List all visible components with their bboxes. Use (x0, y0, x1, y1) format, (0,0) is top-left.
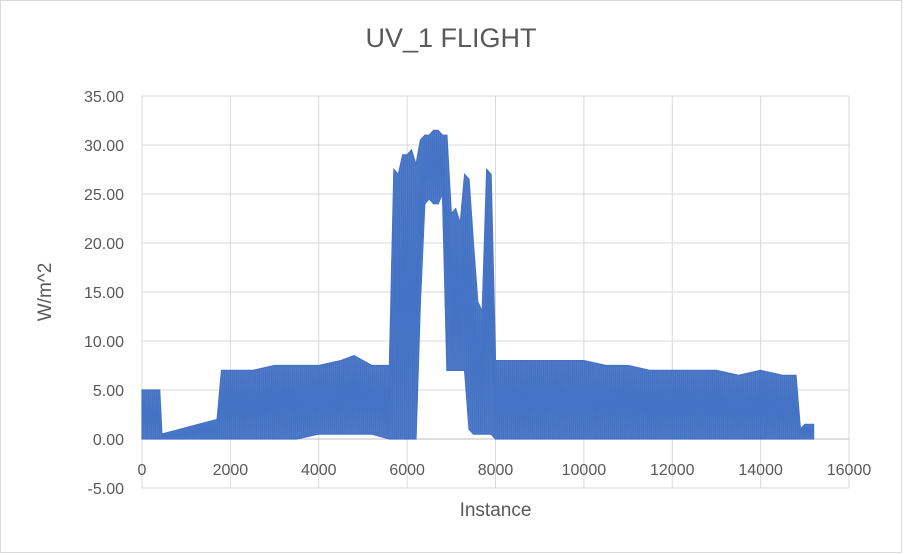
y-axis-ticks: -5.00 0.00 5.00 10.00 15.00 20.00 25.00 30.00 35… (84, 89, 124, 498)
series-line (141, 130, 814, 440)
x-tick-label: 2000 (213, 462, 249, 479)
x-tick-label: 16000 (827, 462, 872, 479)
y-axis-label: W/m^2 (35, 263, 56, 322)
x-tick-label: 12000 (650, 462, 695, 479)
x-tick-label: 0 (138, 462, 147, 479)
x-tick-label: 10000 (562, 462, 607, 479)
chart-title: UV_1 FLIGHT (365, 23, 537, 53)
x-tick-label: 4000 (301, 462, 337, 479)
y-tick-label: 15.00 (84, 285, 124, 302)
y-tick-label: 25.00 (84, 187, 124, 204)
y-tick-label: 30.00 (84, 138, 124, 155)
series-area (141, 129, 815, 440)
x-axis-label: Instance (460, 500, 532, 521)
y-tick-label: 0.00 (93, 432, 124, 449)
y-tick-label: 35.00 (84, 89, 124, 106)
y-tick-label: 20.00 (84, 236, 124, 253)
x-axis-ticks: 0 2000 4000 6000 8000 10000 12000 14000 16000 (138, 462, 872, 479)
y-tick-label: 10.00 (84, 334, 124, 351)
x-tick-label: 8000 (478, 462, 514, 479)
x-tick-label: 14000 (738, 462, 783, 479)
x-tick-label: 6000 (389, 462, 425, 479)
y-tick-label: -5.00 (88, 481, 125, 498)
y-tick-label: 5.00 (93, 383, 124, 400)
